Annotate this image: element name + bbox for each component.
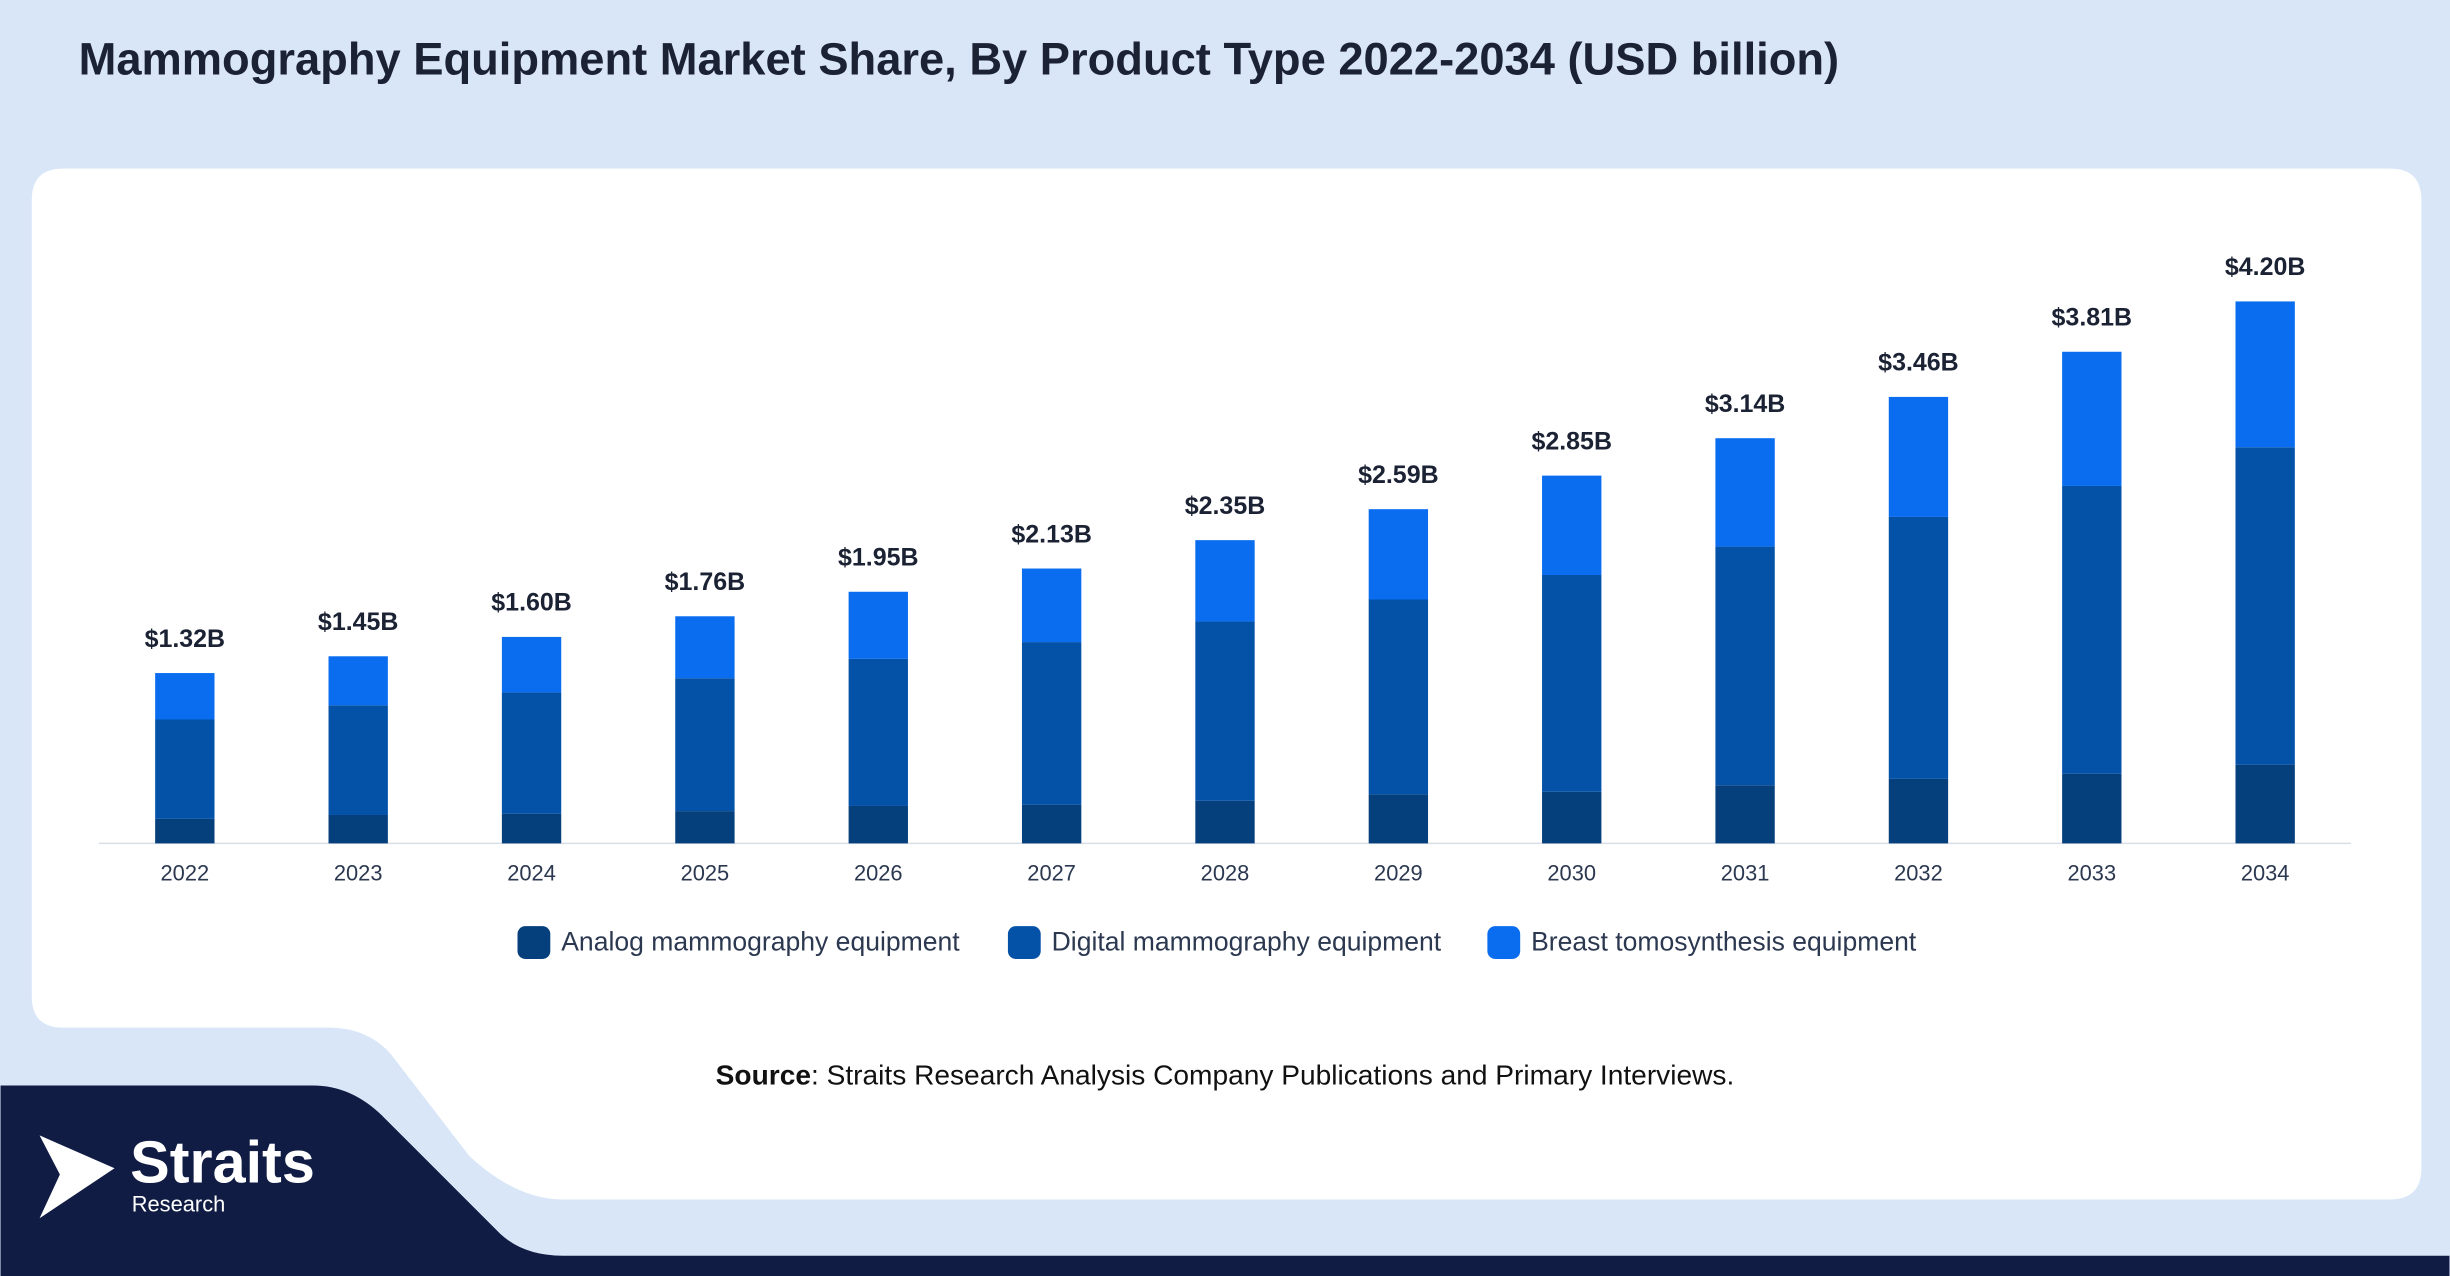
bar-segment <box>1888 396 1949 517</box>
bar-segment <box>2235 447 2295 765</box>
total-label: $2.85B <box>1531 427 1612 455</box>
x-tick-label: 2024 <box>507 860 556 885</box>
bar-segment <box>1368 794 1429 844</box>
bar-segment <box>1195 540 1255 622</box>
total-label: $3.14B <box>1705 390 1786 418</box>
logo-icon <box>39 1135 115 1219</box>
total-label: $2.59B <box>1358 461 1439 489</box>
bar-segment <box>1715 438 1775 547</box>
bar-segment <box>848 591 908 659</box>
legend-label: Breast tomosynthesis equipment <box>1531 926 1917 956</box>
bar-segment <box>328 814 388 844</box>
total-label: $4.20B <box>2225 253 2306 281</box>
total-label: $1.76B <box>665 568 746 596</box>
x-tick-label: 2022 <box>161 860 210 885</box>
x-tick-label: 2034 <box>2241 860 2290 885</box>
bar-segment <box>675 811 735 844</box>
total-label: $1.95B <box>838 544 919 572</box>
bar-segment <box>1021 568 1082 643</box>
x-tick-label: 2029 <box>1374 860 1423 885</box>
bar-segment <box>1368 599 1429 795</box>
bar-segment <box>2062 485 2122 774</box>
source-text: : Straits Research Analysis Company Publ… <box>811 1060 1734 1091</box>
x-tick-label: 2027 <box>1027 860 1076 885</box>
total-label: $2.13B <box>1011 520 1092 548</box>
bar-segment <box>501 636 562 693</box>
total-label: $1.45B <box>318 608 399 636</box>
bar-segment <box>2062 351 2122 486</box>
legend-label: Digital mammography equipment <box>1052 926 1442 956</box>
bar-segment <box>1542 574 1602 792</box>
total-label: $1.32B <box>145 625 226 653</box>
bar-segment <box>1195 800 1255 844</box>
bar-segment <box>1021 804 1082 844</box>
x-tick-label: 2023 <box>334 860 383 885</box>
bar-segment <box>2235 764 2295 844</box>
bar-segment <box>848 658 908 806</box>
bar-segment <box>1888 516 1949 779</box>
legend-swatch <box>1487 926 1521 959</box>
bar-segment <box>1021 642 1082 805</box>
footer-band <box>0 1085 2450 1276</box>
x-tick-label: 2030 <box>1547 860 1596 885</box>
bar-segment <box>1715 785 1775 844</box>
x-tick-label: 2028 <box>1201 860 1250 885</box>
bar-segment <box>155 673 215 720</box>
logo-name: Straits <box>130 1128 315 1195</box>
bar-segment <box>1888 778 1949 844</box>
bar-segment <box>675 616 735 679</box>
bar-segment <box>1542 475 1602 575</box>
bar-segment <box>2062 773 2122 844</box>
bar-segment <box>848 805 908 844</box>
x-tick-label: 2025 <box>681 860 730 885</box>
bar-segment <box>675 678 735 812</box>
legend-swatch <box>517 926 551 959</box>
bar-segment <box>328 705 388 815</box>
bar-segment <box>1542 791 1602 844</box>
x-tick-label: 2032 <box>1894 860 1943 885</box>
x-tick-label: 2031 <box>1721 860 1770 885</box>
bar-segment <box>328 656 388 706</box>
source: Source: Straits Research Analysis Compan… <box>716 1060 1735 1091</box>
bar-segment <box>501 692 562 814</box>
bar-segment <box>1368 509 1429 600</box>
chart-title: Mammography Equipment Market Share, By P… <box>79 33 1840 84</box>
legend-label: Analog mammography equipment <box>561 926 960 956</box>
total-label: $3.46B <box>1878 349 1959 377</box>
bar-segment <box>155 719 215 819</box>
total-label: $2.35B <box>1185 492 1266 520</box>
legend-swatch <box>1007 926 1041 959</box>
source-label: Source <box>716 1060 811 1091</box>
x-tick-label: 2033 <box>2067 860 2116 885</box>
bar-segment <box>501 813 562 844</box>
logo-sub: Research <box>132 1191 226 1216</box>
x-tick-label: 2026 <box>854 860 903 885</box>
bar-segment <box>2235 301 2295 448</box>
bar-segment <box>155 818 215 844</box>
total-label: $1.60B <box>491 589 572 617</box>
bar-segment <box>1715 546 1775 786</box>
total-label: $3.81B <box>2052 304 2133 332</box>
bar-segment <box>1195 621 1255 801</box>
